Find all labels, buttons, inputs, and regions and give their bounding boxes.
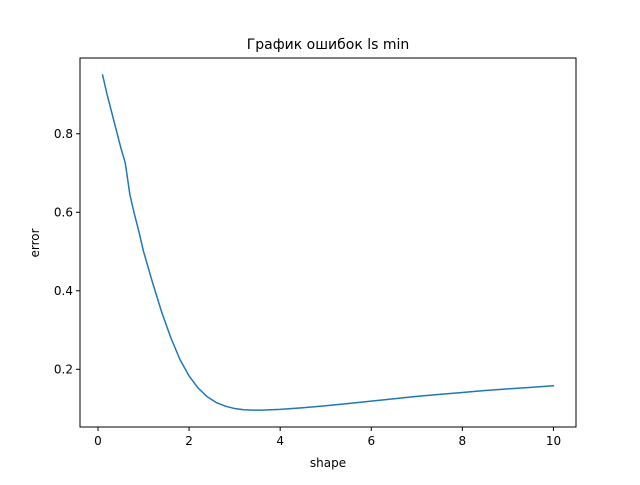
y-tick-label: 0.6 <box>54 205 73 219</box>
y-axis: 0.2 0.4 0.6 0.8 <box>54 127 80 376</box>
x-tick-label: 4 <box>276 434 284 448</box>
series-line-1 <box>101 74 555 411</box>
y-tick-label: 0.8 <box>54 127 73 141</box>
axes-frame <box>79 57 577 428</box>
chart-title: График ошибок ls min <box>247 37 410 53</box>
y-axis-label: error <box>28 228 42 257</box>
x-tick-label: 0 <box>94 434 102 448</box>
y-tick-label: 0.2 <box>54 362 73 376</box>
x-axis-label: shape <box>310 456 346 470</box>
x-tick-label: 2 <box>185 434 193 448</box>
plot-area <box>101 74 555 411</box>
x-tick-label: 10 <box>546 434 561 448</box>
x-tick-label: 8 <box>459 434 467 448</box>
y-tick-label: 0.4 <box>54 284 73 298</box>
x-tick-label: 6 <box>367 434 375 448</box>
x-axis: 0 2 4 6 8 10 <box>94 427 561 448</box>
